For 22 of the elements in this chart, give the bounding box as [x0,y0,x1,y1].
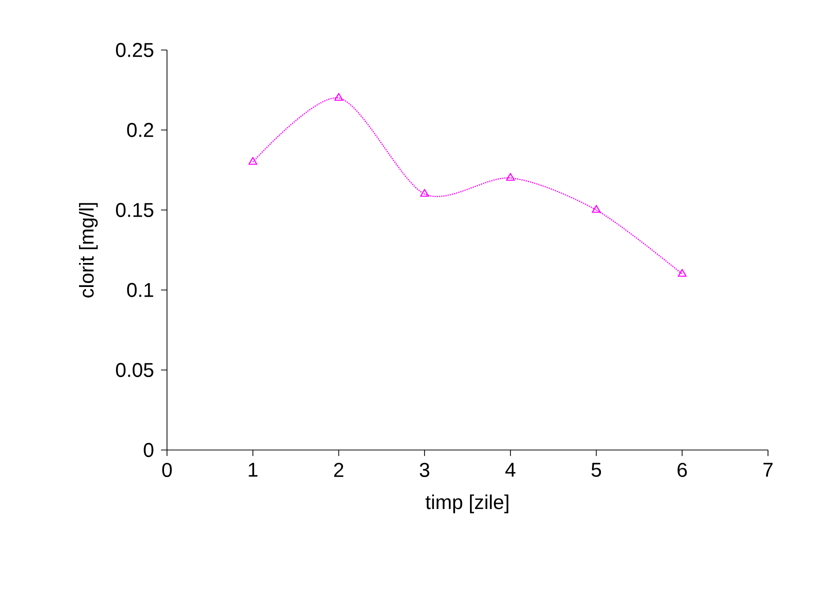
y-tick-label: 0.05 [116,362,154,378]
x-tick-label: 2 [334,462,344,477]
point [420,188,430,197]
y-axis-title: clorit [mg/l] [79,203,98,298]
x-tick-label: 7 [763,462,773,477]
point [678,268,687,277]
y-tick-label: 0.2 [127,122,154,138]
x-tick-label: 6 [678,462,687,478]
x-tick-label: 4 [505,462,516,477]
point [506,172,515,181]
x-tick-label: 1 [248,462,258,477]
point [334,92,344,101]
x-tick-label: 5 [592,462,602,477]
x-tick-label: 0 [162,462,172,478]
point [592,204,601,213]
y-tick-label: 0.15 [116,202,154,218]
y-tick-label: 0 [144,442,154,458]
y-tick-label: 0.1 [127,282,154,298]
point [248,156,258,165]
x-tick-label: 3 [420,462,430,478]
y-tick-label: 0.25 [116,42,154,58]
x-axis-title: timp [zile] [426,494,508,514]
